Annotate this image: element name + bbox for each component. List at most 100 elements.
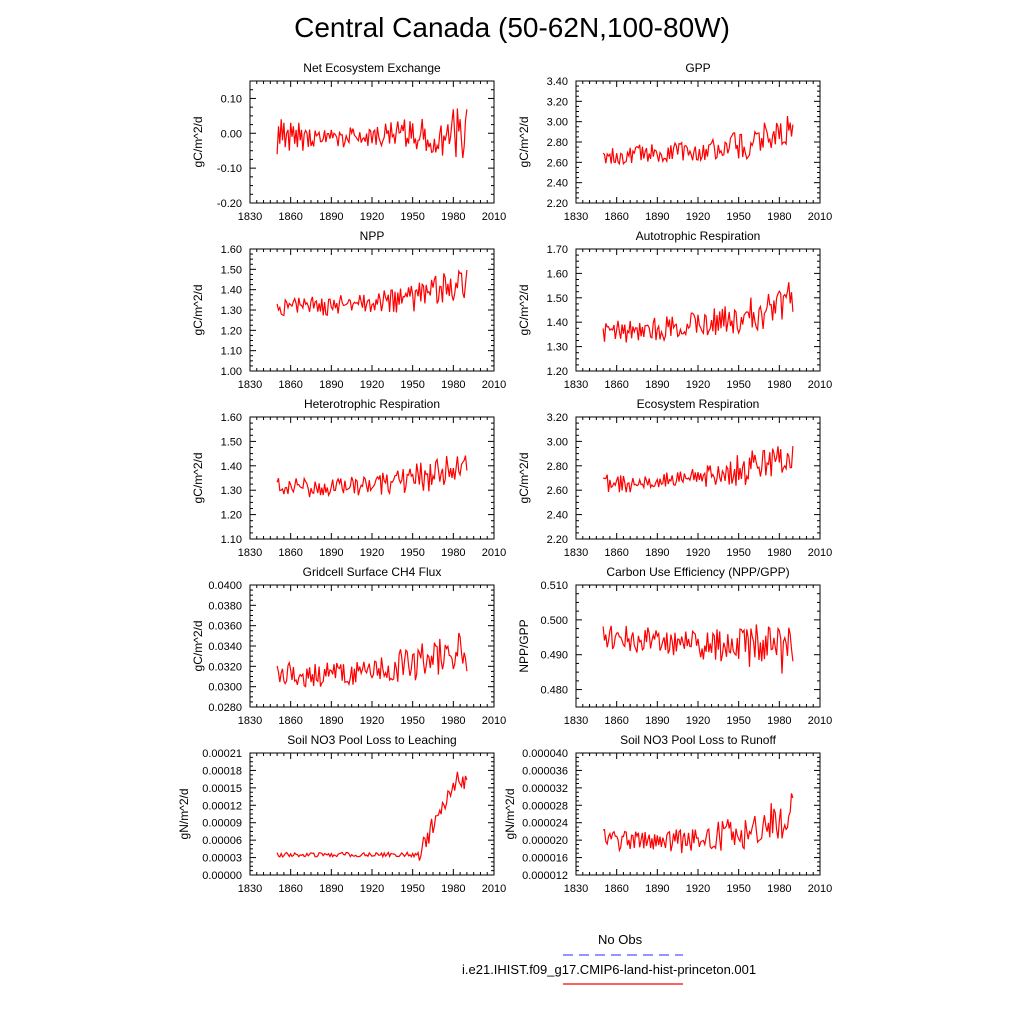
y-tick-label: 0.000040 <box>522 748 568 760</box>
plot-frame <box>575 248 821 372</box>
y-tick-label: 0.00021 <box>202 748 242 760</box>
y-tick-label: 1.50 <box>221 264 242 276</box>
panel-title: Soil NO3 Pool Loss to Leaching <box>287 733 456 747</box>
panel-title: Autotrophic Respiration <box>636 229 761 243</box>
y-tick-label: 1.20 <box>221 510 242 522</box>
y-tick-label: 2.40 <box>547 178 568 190</box>
y-tick-label: 1.30 <box>221 485 242 497</box>
y-tick-label: 2.40 <box>547 510 568 522</box>
x-tick-label: 1830 <box>238 211 262 223</box>
y-tick-label: 0.10 <box>221 93 242 105</box>
x-tick-label: 1920 <box>686 715 710 727</box>
x-tick-label: 1860 <box>604 715 628 727</box>
y-tick-label: 3.00 <box>547 117 568 129</box>
x-tick-label: 2010 <box>808 883 832 895</box>
x-tick-label: 1950 <box>400 547 424 559</box>
x-tick-label: 1920 <box>686 211 710 223</box>
x-tick-label: 1830 <box>564 379 588 391</box>
x-tick-label: 1890 <box>645 715 669 727</box>
legend-lines <box>563 954 683 985</box>
x-tick-label: 1950 <box>726 379 750 391</box>
y-tick-label: 0.0360 <box>208 621 242 633</box>
y-tick-label: 0.000020 <box>522 835 568 847</box>
series-line <box>602 624 794 674</box>
y-tick-label: 0.000016 <box>522 853 568 865</box>
x-tick-label: 1980 <box>441 379 465 391</box>
x-tick-label: 1920 <box>360 883 384 895</box>
panel-2: GPP gC/m^2/d 1830 1860 1890 1920 1950 1980 2010 2… <box>517 61 832 223</box>
x-tick-label: 1860 <box>278 883 302 895</box>
y-axis-label: gC/m^2/d <box>517 285 531 336</box>
y-axis-label: gC/m^2/d <box>191 453 205 504</box>
y-tick-label: 1.20 <box>547 366 568 378</box>
y-tick-label: 1.10 <box>221 346 242 358</box>
y-tick-label: 1.50 <box>547 293 568 305</box>
x-tick-label: 1950 <box>400 883 424 895</box>
series-line <box>602 793 794 854</box>
x-tick-label: 1890 <box>645 883 669 895</box>
y-tick-label: 1.00 <box>221 366 242 378</box>
figure-title: Central Canada (50-62N,100-80W) <box>294 12 730 43</box>
panel-title: Carbon Use Efficiency (NPP/GPP) <box>606 565 789 579</box>
x-tick-label: 1980 <box>767 547 791 559</box>
x-tick-label: 2010 <box>808 379 832 391</box>
x-tick-label: 1860 <box>604 379 628 391</box>
y-tick-label: 2.20 <box>547 534 568 546</box>
x-tick-label: 1980 <box>441 883 465 895</box>
y-axis-label: gC/m^2/d <box>191 285 205 336</box>
y-tick-label: 0.480 <box>540 685 568 697</box>
y-axis-label: gC/m^2/d <box>517 453 531 504</box>
y-tick-label: 3.20 <box>547 412 568 424</box>
panel-title: Heterotrophic Respiration <box>304 397 440 411</box>
y-tick-label: 1.70 <box>547 244 568 256</box>
panel-title: Net Ecosystem Exchange <box>303 61 441 75</box>
x-tick-label: 1950 <box>726 547 750 559</box>
y-tick-label: 0.000032 <box>522 783 568 795</box>
y-tick-label: 0.490 <box>540 650 568 662</box>
x-tick-label: 1980 <box>441 547 465 559</box>
y-axis-label: NPP/GPP <box>517 619 531 672</box>
x-tick-label: 1830 <box>564 547 588 559</box>
x-tick-label: 1920 <box>686 379 710 391</box>
panel-title: Ecosystem Respiration <box>637 397 760 411</box>
x-tick-label: 1920 <box>360 547 384 559</box>
y-tick-label: 0.0320 <box>208 661 242 673</box>
plot-frame <box>249 584 495 708</box>
y-tick-label: 3.20 <box>547 96 568 108</box>
x-tick-label: 1980 <box>767 379 791 391</box>
panel-9: Soil NO3 Pool Loss to Leaching gN/m^2/d 18… <box>177 733 506 895</box>
y-tick-label: -0.10 <box>217 163 242 175</box>
panel-3: NPP gC/m^2/d 1830 1860 1890 1920 1950 1980 2010 1… <box>191 229 506 391</box>
y-tick-label: 1.40 <box>221 285 242 297</box>
x-tick-label: 1920 <box>360 715 384 727</box>
x-tick-label: 2010 <box>482 883 506 895</box>
x-tick-label: 1980 <box>767 211 791 223</box>
y-tick-label: 0.510 <box>540 580 568 592</box>
y-tick-label: 0.0400 <box>208 580 242 592</box>
series-line <box>276 269 468 317</box>
panel-6: Ecosystem Respiration gC/m^2/d 1830 1860 189… <box>517 397 832 559</box>
y-tick-label: 2.80 <box>547 137 568 149</box>
x-tick-label: 1980 <box>767 883 791 895</box>
y-tick-label: 0.0340 <box>208 641 242 653</box>
y-tick-label: 1.50 <box>221 436 242 448</box>
x-tick-label: 1860 <box>278 379 302 391</box>
y-tick-label: 1.30 <box>221 305 242 317</box>
x-tick-label: 1860 <box>278 715 302 727</box>
y-tick-label: 0.00018 <box>202 765 242 777</box>
series-line <box>276 632 468 688</box>
x-tick-label: 1920 <box>686 883 710 895</box>
x-tick-label: 1830 <box>564 211 588 223</box>
x-tick-label: 1980 <box>441 211 465 223</box>
panel-1: Net Ecosystem Exchange gC/m^2/d 1830 1860 18… <box>191 61 506 223</box>
y-tick-label: 1.40 <box>547 317 568 329</box>
y-axis-label: gC/m^2/d <box>517 117 531 168</box>
y-tick-label: 2.80 <box>547 461 568 473</box>
y-tick-label: 1.60 <box>221 244 242 256</box>
y-tick-label: 0.0300 <box>208 682 242 694</box>
panel-7: Gridcell Surface CH4 Flux gC/m^2/d 1830 186… <box>191 565 506 727</box>
plot-frame <box>249 416 495 540</box>
x-tick-label: 1890 <box>319 211 343 223</box>
y-tick-label: 0.00009 <box>202 818 242 830</box>
